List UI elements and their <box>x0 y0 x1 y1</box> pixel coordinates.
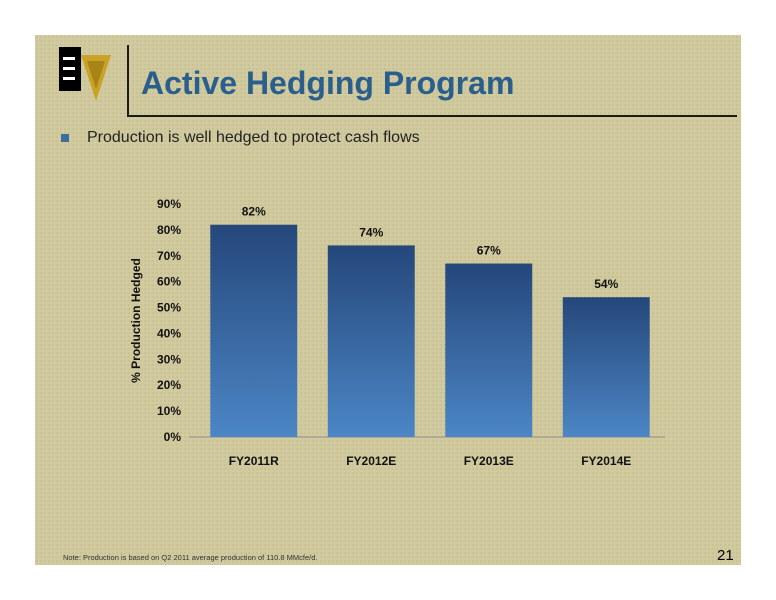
y-tick-label: 60% <box>157 275 181 289</box>
y-axis-label: % Production Hedged <box>129 258 143 383</box>
y-tick-label: 30% <box>157 352 181 366</box>
bullet-square-icon <box>61 133 69 142</box>
slide: Active Hedging Program Production is wel… <box>35 35 741 565</box>
bar-fy2011r <box>210 224 298 437</box>
y-tick-label: 80% <box>157 223 181 237</box>
bar-fy2013e <box>445 263 533 437</box>
x-tick-label: FY2014E <box>581 454 631 468</box>
y-tick-label: 0% <box>164 430 182 444</box>
x-tick-label: FY2013E <box>464 454 514 468</box>
data-label: 82% <box>242 205 266 219</box>
footnote: Note: Production is based on Q2 2011 ave… <box>63 553 318 562</box>
bar-chart: 0% 10% 20% 30% 40% 50% 60% 70% 80% 90% % Productio… <box>129 197 665 468</box>
bullet-point: Production is well hedged to protect cas… <box>61 129 420 147</box>
header-divider-horizontal <box>127 115 737 117</box>
y-tick-label: 10% <box>157 404 181 418</box>
bar-fy2012e <box>327 245 415 437</box>
y-tick-label: 50% <box>157 301 181 315</box>
bar-fy2014e <box>562 297 650 437</box>
header-divider-vertical <box>127 45 129 115</box>
y-tick-label: 70% <box>157 249 181 263</box>
data-label: 67% <box>477 244 501 258</box>
bullet-text: Production is well hedged to protect cas… <box>87 129 420 146</box>
y-tick-label: 40% <box>157 326 181 340</box>
company-logo-icon <box>59 47 111 101</box>
x-tick-label: FY2012E <box>346 454 396 468</box>
y-tick-label: 90% <box>157 197 181 211</box>
slide-title: Active Hedging Program <box>141 65 515 101</box>
y-tick-label: 20% <box>157 378 181 392</box>
x-tick-label: FY2011R <box>229 454 279 468</box>
page-number: 21 <box>717 547 734 564</box>
data-label: 74% <box>359 225 383 239</box>
data-label: 54% <box>594 277 618 291</box>
